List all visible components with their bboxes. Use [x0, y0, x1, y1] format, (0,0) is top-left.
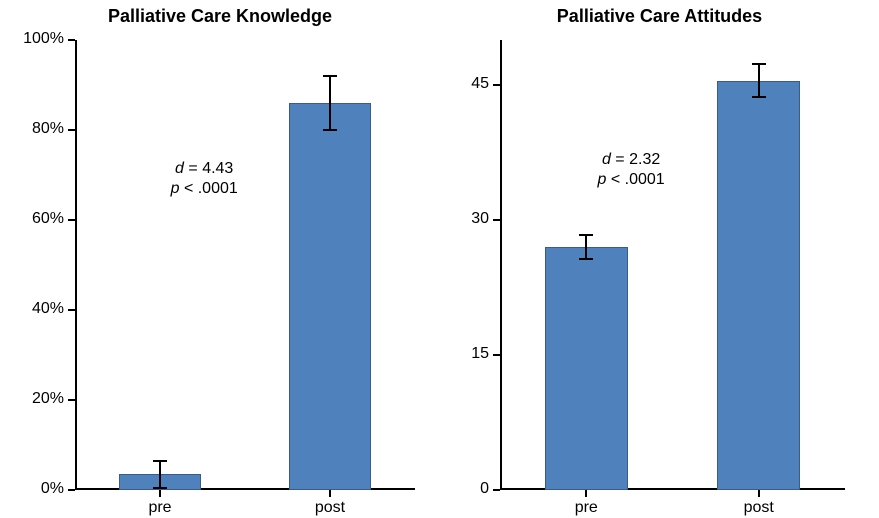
error-bar [329, 76, 331, 130]
y-tick [68, 39, 75, 41]
stats-sep: = [611, 151, 629, 168]
y-tick [493, 354, 500, 356]
charts-container: Palliative Care Knowledge 0% 20% 40% 60% 80% 1… [0, 0, 879, 518]
x-tick [585, 490, 587, 497]
y-tick [68, 219, 75, 221]
y-tick [68, 309, 75, 311]
y-tick-label: 80% [4, 120, 64, 138]
stats-d-symbol: d [602, 151, 611, 168]
x-tick-label: post [290, 499, 370, 517]
stats-p-rel: < [180, 180, 198, 197]
y-tick [493, 84, 500, 86]
x-tick-label: pre [546, 499, 626, 517]
stats-p-symbol: p [171, 180, 180, 197]
y-tick [493, 489, 500, 491]
stats-p-rel: < [606, 171, 624, 188]
error-cap [323, 75, 337, 77]
error-cap [752, 96, 766, 98]
stats-d-symbol: d [175, 160, 184, 177]
x-tick-label: post [719, 499, 799, 517]
plot-area [500, 40, 845, 490]
y-tick [68, 399, 75, 401]
y-tick-label: 30 [429, 210, 489, 228]
y-tick-label: 0% [4, 480, 64, 498]
stats-annotation: d = 4.43 p < .0001 [144, 159, 264, 199]
error-cap [752, 63, 766, 65]
x-tick [329, 490, 331, 497]
error-cap [579, 234, 593, 236]
stats-d-value: 2.32 [629, 151, 660, 168]
plot-area [75, 40, 415, 490]
y-axis [500, 40, 502, 490]
chart-panel-attitudes: Palliative Care Attitudes0153045prepostd… [440, 0, 879, 518]
y-tick [493, 219, 500, 221]
error-cap [579, 258, 593, 260]
bar-pre [545, 247, 628, 490]
bar-post [717, 81, 800, 491]
error-bar [758, 64, 760, 96]
y-tick-label: 20% [4, 390, 64, 408]
x-tick [159, 490, 161, 497]
y-tick-label: 0 [429, 480, 489, 498]
stats-annotation: d = 2.32p < .0001 [571, 150, 691, 190]
y-tick-label: 100% [4, 30, 64, 48]
y-tick-label: 45 [429, 75, 489, 93]
error-cap [153, 487, 167, 489]
y-tick-label: 60% [4, 210, 64, 228]
chart-title: Palliative Care Knowledge [0, 6, 440, 27]
bar-post [289, 103, 371, 490]
stats-d-value: 4.43 [202, 160, 233, 177]
y-axis [75, 40, 77, 490]
y-tick-label: 40% [4, 300, 64, 318]
y-tick [68, 489, 75, 491]
error-cap [323, 129, 337, 131]
chart-title: Palliative Care Attitudes [440, 6, 879, 27]
x-tick-label: pre [120, 499, 200, 517]
y-tick-label: 15 [429, 345, 489, 363]
chart-panel-knowledge: Palliative Care Knowledge 0% 20% 40% 60% 80% 1… [0, 0, 440, 518]
error-bar [585, 235, 587, 258]
y-tick [68, 129, 75, 131]
stats-p-value: .0001 [625, 171, 665, 188]
stats-p-value: .0001 [198, 180, 238, 197]
x-tick [758, 490, 760, 497]
error-cap [153, 460, 167, 462]
error-bar [159, 461, 161, 488]
stats-sep: = [184, 160, 202, 177]
